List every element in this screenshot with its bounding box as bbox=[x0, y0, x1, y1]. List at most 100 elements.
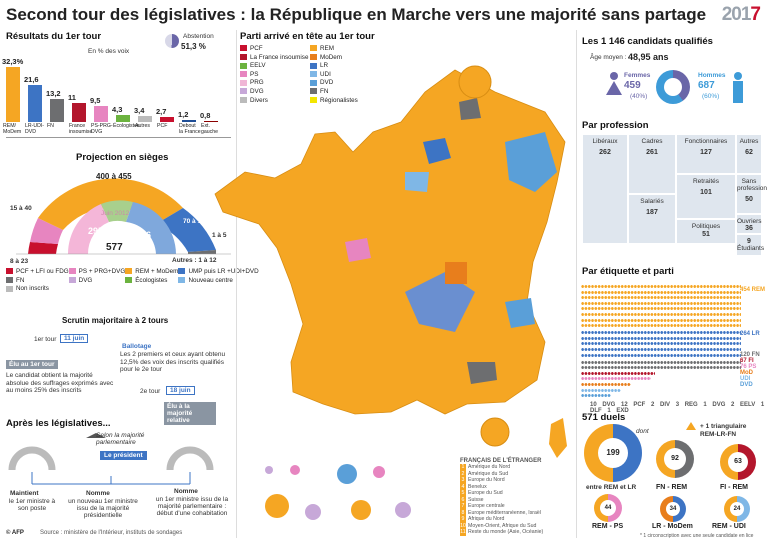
prof-ouvriers: Ouvriers 36 bbox=[736, 214, 762, 234]
bar-label-0: REM/ MoDem bbox=[3, 123, 22, 135]
seat-legend-item-1: PS + PRG+DVG bbox=[68, 268, 125, 277]
results-heading: Résultats du 1er tour bbox=[6, 31, 102, 42]
swatch-icon bbox=[310, 88, 317, 95]
map-legend-item-4: EELV bbox=[240, 62, 310, 71]
prof-fonctionnaires: Fonctionnaires 127 bbox=[676, 134, 736, 174]
overseas-8 bbox=[395, 502, 411, 518]
swatch-icon bbox=[125, 268, 133, 275]
bar-label-9: Ext. gauche bbox=[201, 123, 219, 135]
etiquette-label-5: MoD bbox=[740, 370, 753, 376]
seat-legend-item-2: REM + MoDem bbox=[125, 268, 178, 277]
apres-diagram bbox=[8, 433, 214, 485]
prof-etudiants: 9 Étudiants bbox=[736, 234, 764, 256]
dont-label: dont bbox=[636, 428, 649, 435]
seat-legend: PCF + LFI ou FDG PS + PRG+DVG REM + MoDem U… bbox=[6, 268, 259, 294]
ballotage-text: Les 2 premiers et ceux ayant obtenu 12,5… bbox=[120, 351, 226, 373]
region-fn-south bbox=[467, 362, 497, 384]
duels-heading: 571 duels bbox=[582, 412, 626, 423]
overseas-item-3: 4 Benelux bbox=[460, 483, 487, 490]
bar-label-5: Écologistes bbox=[113, 123, 140, 129]
prof-retraites: Retraités 101 bbox=[676, 174, 736, 219]
duel-lr-modem: 34 bbox=[660, 496, 686, 522]
bar-value-8: 1,2 bbox=[178, 109, 189, 119]
inner-ps-value: 295 bbox=[88, 226, 104, 236]
bar-label-1: LR-UDI-DVD bbox=[25, 123, 45, 135]
overseas-2 bbox=[290, 465, 300, 475]
etiquette-label-2: 120 FN bbox=[740, 352, 760, 358]
corsica bbox=[549, 418, 567, 458]
seat-legend-item-5: DVG bbox=[68, 277, 126, 286]
overseas-item-10: 11 Reste du monde (Asie, Océanie) bbox=[460, 529, 544, 536]
seat-legend-item-7: Nouveau centre bbox=[178, 277, 258, 286]
bar-value-0: 32,3% bbox=[2, 56, 24, 66]
seat-hemicycle bbox=[16, 178, 231, 255]
overseas-1 bbox=[265, 466, 273, 474]
swatch-icon bbox=[6, 285, 13, 292]
elu-tour2: Élu à la majorité relative bbox=[164, 402, 216, 425]
elu-text: Le candidat obtient la majorité absolue … bbox=[6, 372, 114, 394]
bar-6 bbox=[138, 116, 152, 122]
inner-arc-other bbox=[101, 200, 133, 222]
duel-fi-rem: 63 bbox=[720, 444, 756, 480]
seat-arc-pcf bbox=[28, 242, 58, 254]
etiquette-heading: Par étiquette et parti bbox=[582, 266, 674, 277]
swatch-icon bbox=[310, 71, 317, 78]
bar-value-4: 9,5 bbox=[90, 95, 101, 105]
map-legend-item-0: PCF bbox=[240, 45, 310, 54]
woman-icon bbox=[605, 72, 623, 104]
duels-footnote: * 1 circonscription avec une seule candi… bbox=[640, 533, 754, 539]
rem-seat-label: 400 à 455 bbox=[96, 172, 132, 181]
other-label: Autres : 1 à 12 bbox=[172, 257, 217, 264]
bar-label-4: PS-PRG-DVG bbox=[91, 123, 113, 135]
etiquette-dots bbox=[581, 284, 741, 399]
bar-label-8: Debout la France bbox=[179, 123, 201, 135]
lr-seat-label: 70 à 132 bbox=[183, 218, 209, 225]
overseas-item-2: 3 Europe du Nord bbox=[460, 477, 505, 484]
duel-rem-lr: 199 bbox=[584, 424, 642, 482]
f-pct: (40%) bbox=[630, 93, 648, 100]
swatch-icon bbox=[310, 62, 317, 69]
swatch-icon bbox=[240, 62, 247, 69]
age-value: 48,95 ans bbox=[628, 52, 669, 62]
duel-rem-lr-label: entre REM et LR bbox=[586, 484, 637, 491]
bar-4 bbox=[94, 105, 108, 122]
duel-fi-rem-label: FI - REM bbox=[720, 484, 748, 491]
etiquette-label-1: 264 LR bbox=[740, 331, 760, 337]
apres-heading: Après les législatives... bbox=[6, 418, 111, 429]
abstention-value: 51,3 % bbox=[181, 42, 206, 51]
bar-label-2: FN bbox=[47, 123, 54, 129]
etiquette-small: 10 DVG 12 PCF 2 DIV 3 REG 1 DVG 2 EELV 1… bbox=[590, 402, 765, 414]
inner-label: Juin 2012 bbox=[101, 210, 130, 217]
region-modem bbox=[445, 262, 467, 284]
seat-legend-item-0: PCF + LFI ou FDG bbox=[6, 268, 69, 277]
map-legend-item-7: UDI bbox=[310, 71, 380, 80]
swatch-icon bbox=[68, 268, 76, 275]
selon-text: Selon la majorité parlementaire bbox=[96, 432, 145, 446]
bar-0 bbox=[6, 66, 20, 122]
swatch-icon bbox=[240, 79, 247, 86]
date1: 11 juin bbox=[60, 334, 89, 343]
map-heading: Parti arrivé en tête au 1er tour bbox=[240, 31, 375, 42]
o3-text: un 1er ministre issu de la majorité parl… bbox=[155, 496, 229, 517]
swatch-icon bbox=[310, 53, 317, 60]
overseas-6 bbox=[305, 504, 321, 520]
overseas-item-1: 2 Amérique du Sud bbox=[460, 470, 509, 477]
overseas-7 bbox=[351, 500, 371, 520]
map-legend-item-3: MoDem bbox=[310, 54, 380, 63]
duel-rem-udi: 24 bbox=[724, 496, 750, 522]
france-shape bbox=[214, 69, 566, 415]
h-value: 687 bbox=[698, 80, 715, 91]
bar-value-6: 3,4 bbox=[134, 106, 145, 116]
map-legend-item-1: REM bbox=[310, 45, 380, 54]
inner-arc-ps bbox=[67, 204, 109, 254]
gauge-left bbox=[8, 446, 56, 471]
triangle-text: REM-LR-FN bbox=[700, 431, 737, 438]
overseas-3 bbox=[337, 464, 357, 484]
prof-cadres: Cadres 261 bbox=[628, 134, 676, 194]
o2-title: Nomme bbox=[86, 490, 110, 497]
swatch-icon bbox=[240, 96, 247, 103]
swatch-icon bbox=[310, 96, 317, 103]
inner-ump-value: 196 bbox=[136, 230, 152, 240]
bar-2 bbox=[50, 99, 64, 122]
candidates-heading: Les 1 146 candidats qualifiés bbox=[582, 36, 713, 47]
